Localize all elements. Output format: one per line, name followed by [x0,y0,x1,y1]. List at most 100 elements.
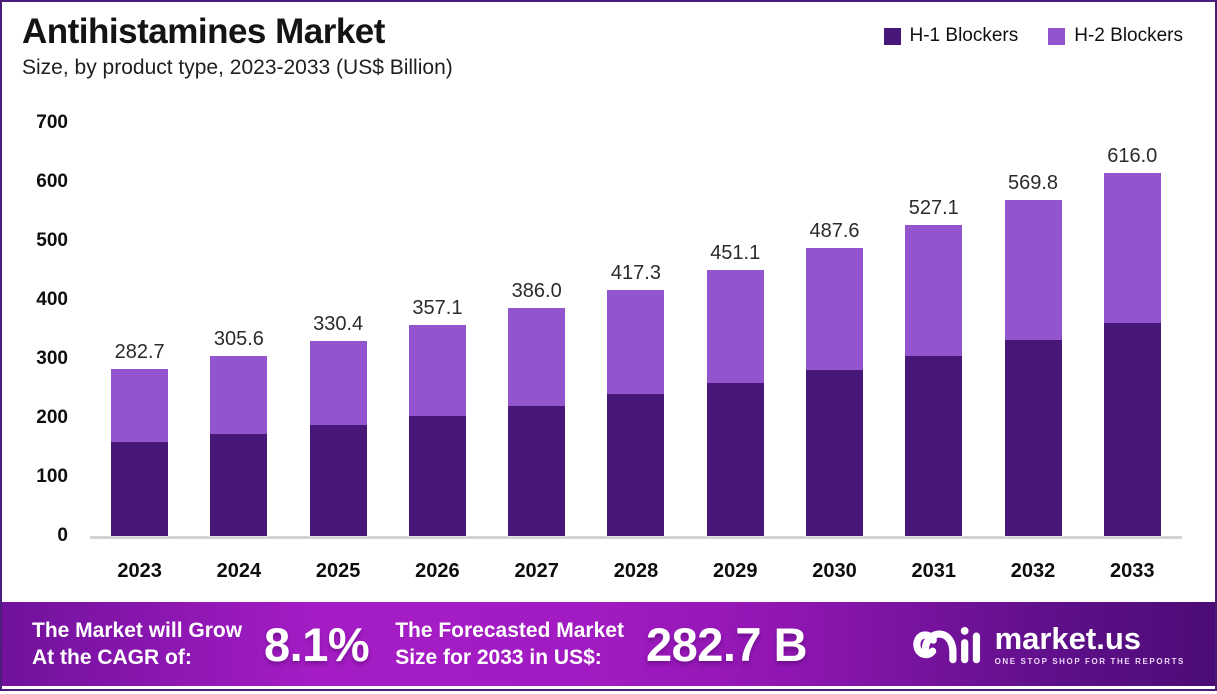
bar-total-label-2027: 386.0 [511,280,562,303]
bar-total-label-2031: 527.1 [908,197,959,220]
bar-group-2028: 417.3 [586,123,685,536]
brand-tagline: ONE STOP SHOP FOR THE REPORTS [994,656,1185,666]
y-tick-label-300: 300 [36,348,68,369]
bar-segment-h1-blockers [1103,323,1161,536]
bar-total-label-2033: 616.0 [1107,144,1158,167]
forecast-label-line1: The Forecasted Market [395,618,624,642]
legend-item-h1-blockers: H-1 Blockers [883,25,1019,47]
y-tick-label-700: 700 [36,112,68,133]
x-tick-label-2028: 2028 [613,560,659,582]
brand-text: market.us ONE STOP SHOP FOR THE REPORTS [995,623,1185,666]
bar-group-2033: 616.0 [1083,123,1182,536]
stacked-bar-2031 [905,225,963,536]
bar-group-2027: 386.0 [487,123,586,536]
bar-group-2023: 282.7 [90,123,189,536]
stacked-bar-2026 [408,325,466,536]
stacked-bar-2023 [111,369,169,536]
y-tick-label-200: 200 [36,407,68,428]
plot-area: 282.7 305.6 330.4 357.1 386.0 417.3 451.1 487.6… [90,123,1182,539]
bar-segment-h2-blockers [210,355,268,434]
cagr-label-line2: At the CAGR of: [32,646,192,669]
bar-total-label-2025: 330.4 [313,313,364,336]
bar-segment-h2-blockers [111,369,169,442]
bar-segment-h2-blockers [309,341,367,426]
forecast-label: The Forecasted Market Size for 2033 in U… [395,617,624,672]
cagr-label-line1: The Market will Grow [32,618,243,642]
chart-legend: H-1 Blockers H-2 Blockers [883,25,1183,47]
x-tick-label-2027: 2027 [514,560,559,582]
y-tick-label-0: 0 [57,525,68,546]
legend-label-h2: H-2 Blockers [1074,25,1183,46]
x-tick-label-2023: 2023 [117,560,162,582]
stacked-bar-2032 [1004,199,1062,536]
bar-total-label-2024: 305.6 [213,327,264,350]
chart-header: Antihistamines Market Size, by product t… [22,12,453,80]
bar-segment-h2-blockers [408,325,466,416]
bar-total-label-2029: 451.1 [710,241,761,264]
x-tick-label-2026: 2026 [415,560,460,582]
stacked-bar-2028 [607,289,665,536]
x-tick-label-2030: 2030 [812,560,857,582]
legend-item-h2-blockers: H-2 Blockers [1048,25,1183,47]
cagr-value: 8.1% [264,617,370,671]
x-tick-label-2031: 2031 [911,560,957,582]
bar-segment-h1-blockers [805,369,863,536]
bar-total-label-2023: 282.7 [114,341,165,364]
bars-row: 282.7 305.6 330.4 357.1 386.0 417.3 451.1 487.6… [90,123,1182,536]
bar-segment-h2-blockers [607,289,665,395]
stacked-bar-2027 [508,308,566,536]
bar-segment-h1-blockers [111,441,169,536]
bar-segment-h1-blockers [1004,340,1062,536]
x-tick-label-2033: 2033 [1110,560,1155,582]
bar-group-2031: 527.1 [884,123,983,536]
bar-group-2026: 357.1 [388,123,487,536]
bar-segment-h1-blockers [309,425,367,536]
y-axis: 0 100 200 300 400 500 600 700 [2,2,68,602]
bar-segment-h2-blockers [706,269,764,383]
bar-total-label-2028: 417.3 [610,261,661,284]
bar-segment-h2-blockers [1103,172,1161,324]
brand-name: market.us [994,620,1142,656]
bar-segment-h1-blockers [607,394,665,536]
x-axis: 2023 2024 2025 2026 2027 2028 2029 2030 2031 2032… [90,560,1182,583]
bar-group-2032: 569.8 [983,123,1082,536]
bar-segment-h1-blockers [408,415,466,536]
bar-segment-h1-blockers [905,356,963,536]
footer-banner: The Market will Grow At the CAGR of: 8.1… [2,602,1215,686]
y-tick-label-600: 600 [36,171,68,192]
bar-total-label-2026: 357.1 [412,297,463,320]
bar-total-label-2032: 569.8 [1007,171,1059,194]
legend-label-h1: H-1 Blockers [909,25,1019,46]
bar-group-2029: 451.1 [686,123,785,536]
stacked-bar-2029 [706,269,764,536]
x-tick-label-2032: 2032 [1010,560,1056,582]
forecast-value: 282.7 B [645,617,808,671]
bar-total-label-2030: 487.6 [809,220,860,243]
page-subtitle: Size, by product type, 2023-2033 (US$ Bi… [22,56,453,80]
bar-segment-h1-blockers [210,433,268,536]
forecast-label-line2: Size for 2033 in US$: [395,646,602,669]
x-tick-label-2024: 2024 [216,560,262,582]
bar-segment-h2-blockers [508,308,566,406]
bar-segment-h1-blockers [508,405,566,536]
stacked-bar-2030 [805,248,863,536]
x-tick-label-2029: 2029 [712,560,758,582]
legend-swatch-h1-icon [883,27,901,45]
bar-segment-h2-blockers [905,225,963,357]
bar-group-2030: 487.6 [785,123,884,536]
x-tick-label-2025: 2025 [315,560,361,582]
stacked-bar-2033 [1103,172,1161,536]
y-tick-label-500: 500 [36,230,68,251]
page-title: Antihistamines Market [22,12,385,51]
bar-segment-h2-blockers [805,248,863,370]
bar-segment-h2-blockers [1004,199,1062,341]
brand-block: market.us ONE STOP SHOP FOR THE REPORTS [911,615,1185,673]
bar-segment-h1-blockers [706,382,764,536]
stacked-bar-2025 [309,341,367,536]
market-us-logo-icon [912,626,980,664]
stacked-bar-2024 [210,355,268,536]
cagr-label: The Market will Grow At the CAGR of: [32,617,242,672]
legend-swatch-h2-icon [1048,27,1066,45]
y-tick-label-400: 400 [36,289,68,310]
